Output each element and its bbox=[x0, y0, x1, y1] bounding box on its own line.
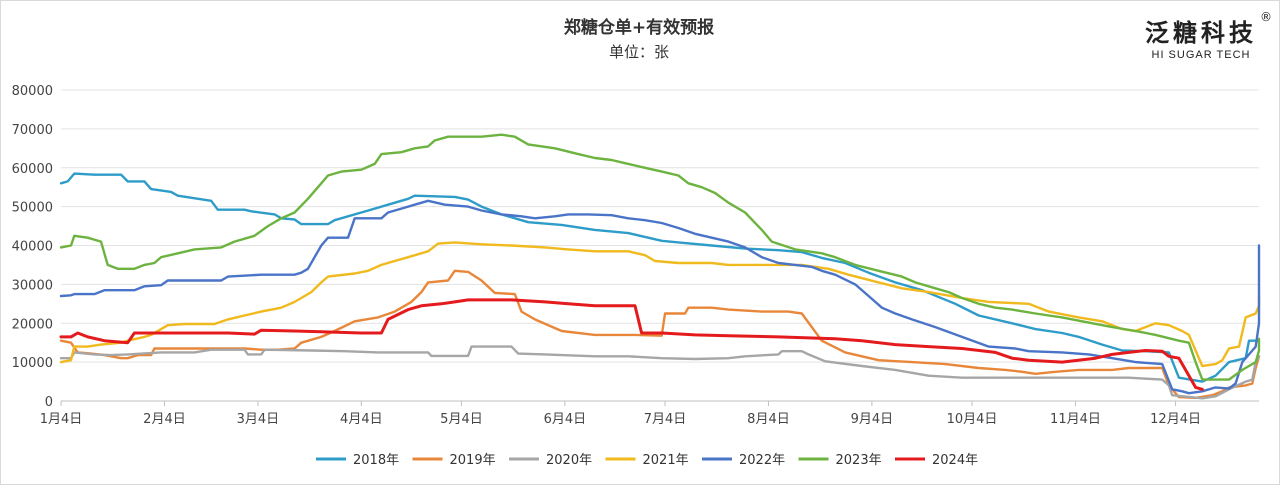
y-tick-label: 0 bbox=[45, 395, 53, 410]
y-tick-label: 30000 bbox=[12, 278, 53, 293]
chart-title: 郑糖仓单+有效预报 bbox=[564, 17, 714, 38]
series-line-2020年 bbox=[59, 345, 1261, 400]
legend-label: 2024年 bbox=[932, 453, 978, 468]
y-tick-label: 10000 bbox=[12, 356, 53, 371]
x-tick-label: 12月4日 bbox=[1150, 412, 1201, 427]
x-tick-label: 3月4日 bbox=[237, 412, 280, 427]
legend-label: 2023年 bbox=[836, 453, 882, 468]
legend: 2018年 2019年 2020年 2021年 2022年 2023年 2024年 bbox=[316, 453, 978, 468]
legend-label: 2020年 bbox=[546, 453, 592, 468]
x-axis: 1月4日 2月4日 3月4日 4月4日 5月4日 6月4日 7月4日 8月4日 9月4日 10月4… bbox=[40, 400, 1259, 427]
logo-registered-mark: ® bbox=[1260, 10, 1272, 24]
x-tick-label: 10月4日 bbox=[947, 412, 998, 427]
series-line-2022年 bbox=[59, 199, 1261, 395]
y-tick-label: 70000 bbox=[12, 123, 53, 138]
y-tick-label: 50000 bbox=[12, 201, 53, 216]
x-tick-label: 6月4日 bbox=[544, 412, 587, 427]
logo: 泛糖科技 ® HI SUGAR TECH bbox=[1145, 10, 1272, 61]
y-tick-label: 40000 bbox=[12, 240, 53, 255]
x-tick-label: 7月4日 bbox=[644, 412, 687, 427]
y-tick-label: 20000 bbox=[12, 317, 53, 332]
legend-label: 2022年 bbox=[739, 453, 785, 468]
series-line-2024年 bbox=[59, 298, 1204, 391]
y-axis: 0 10000 20000 30000 40000 50000 60000 70000 8000… bbox=[12, 84, 53, 410]
series-line-2021年 bbox=[59, 241, 1261, 368]
y-tick-label: 80000 bbox=[12, 84, 53, 99]
x-tick-label: 4月4日 bbox=[340, 412, 383, 427]
series-line-2023年 bbox=[59, 133, 1261, 381]
plot-area bbox=[59, 133, 1261, 400]
chart-subtitle: 单位：张 bbox=[609, 43, 669, 61]
logo-text-en: HI SUGAR TECH bbox=[1152, 49, 1251, 61]
legend-label: 2021年 bbox=[643, 453, 689, 468]
legend-label: 2019年 bbox=[450, 453, 496, 468]
y-tick-label: 60000 bbox=[12, 162, 53, 177]
x-tick-label: 11月4日 bbox=[1050, 412, 1101, 427]
grid-lines bbox=[61, 89, 1259, 363]
x-tick-label: 9月4日 bbox=[851, 412, 894, 427]
series-line-2018年 bbox=[59, 172, 1261, 383]
legend-label: 2018年 bbox=[353, 453, 399, 468]
x-tick-label: 2月4日 bbox=[143, 412, 186, 427]
x-tick-label: 1月4日 bbox=[40, 412, 83, 427]
x-tick-label: 5月4日 bbox=[440, 412, 483, 427]
x-tick-label: 8月4日 bbox=[747, 412, 790, 427]
logo-text-cn: 泛糖科技 bbox=[1145, 19, 1257, 47]
